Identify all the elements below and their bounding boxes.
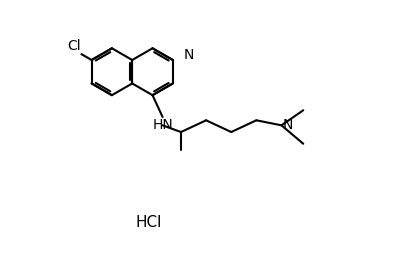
Text: N: N [183,48,194,62]
Text: Cl: Cl [67,39,81,54]
Text: HN: HN [152,118,173,132]
Text: N: N [282,118,293,132]
Text: HCl: HCl [136,215,162,230]
